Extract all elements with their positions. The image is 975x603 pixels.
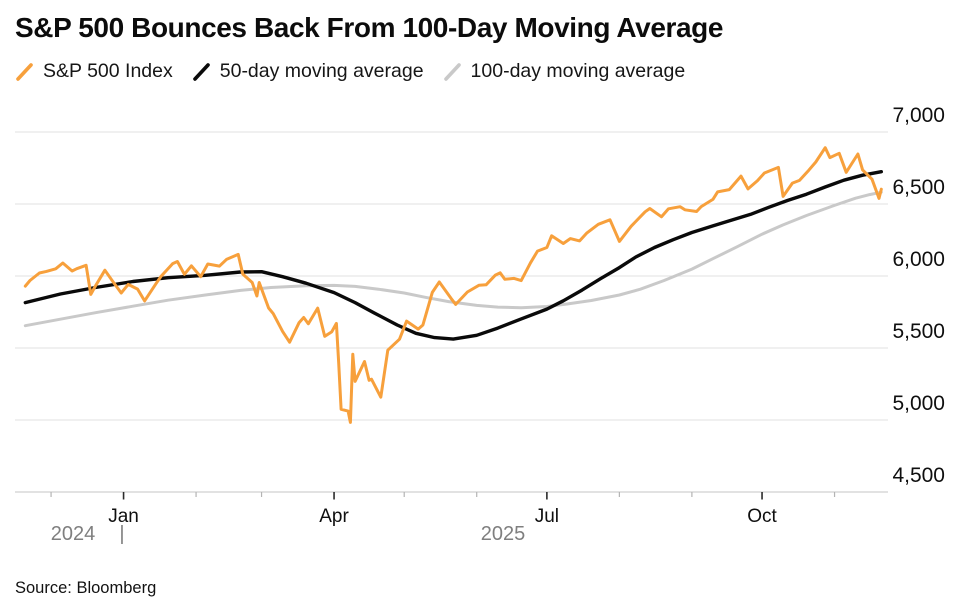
- sp500-line-swatch-stroke: [16, 62, 33, 81]
- x-axis-month-label: Oct: [747, 506, 777, 527]
- series-line-ma50: [23, 170, 883, 341]
- ma50-line-swatch-icon: [192, 62, 210, 81]
- y-axis-label: 4,500: [892, 464, 945, 487]
- legend-label-sp500: S&P 500 Index: [43, 60, 173, 82]
- y-axis-label: 6,500: [892, 176, 945, 199]
- legend-label-100day: 100-day moving average: [470, 60, 686, 82]
- source-text: Source: Bloomberg: [15, 579, 157, 597]
- series-layer: [23, 146, 883, 424]
- ma100-line-swatch-icon: [443, 62, 461, 81]
- x-axis-year-divider: |: [119, 523, 124, 545]
- y-axis-label: 5,000: [892, 392, 945, 415]
- y-axis-label: 7,000: [892, 104, 945, 127]
- ma50-line-swatch-stroke: [192, 62, 210, 81]
- gridlines-layer: [15, 131, 888, 493]
- series-line-sp500: [23, 146, 883, 424]
- x-axis-year-right: 2025: [481, 523, 526, 545]
- y-axis-label: 5,500: [892, 320, 945, 343]
- x-axis-month-label: Jul: [535, 506, 559, 527]
- x-axis-year-left: 2024: [51, 523, 96, 545]
- sp500-line-swatch-icon: [16, 62, 33, 81]
- legend-label-50day: 50-day moving average: [219, 60, 424, 82]
- axis-layer: 4,500 5,000 5,500 6,000 6,500 7,000 Jan Apr Jul O…: [50, 104, 945, 527]
- x-axis-month-label: Apr: [319, 506, 349, 527]
- ma100-line-swatch-stroke: [443, 62, 461, 81]
- y-axis-label: 6,000: [892, 248, 945, 271]
- chart-title: S&P 500 Bounces Back From 100-Day Moving…: [15, 12, 724, 43]
- legend-item-50day: 50-day moving average: [192, 60, 424, 83]
- chart-legend: S&P 500 Index 50-day moving average 100-…: [15, 60, 685, 83]
- price-chart: 4,500 5,000 5,500 6,000 6,500 7,000 Jan Apr Jul O…: [15, 104, 945, 545]
- legend-item-sp500: S&P 500 Index: [15, 60, 173, 83]
- legend-item-100day: 100-day moving average: [443, 60, 686, 83]
- series-line-ma100: [23, 190, 883, 328]
- x-axis-month-label: Jan: [108, 506, 139, 527]
